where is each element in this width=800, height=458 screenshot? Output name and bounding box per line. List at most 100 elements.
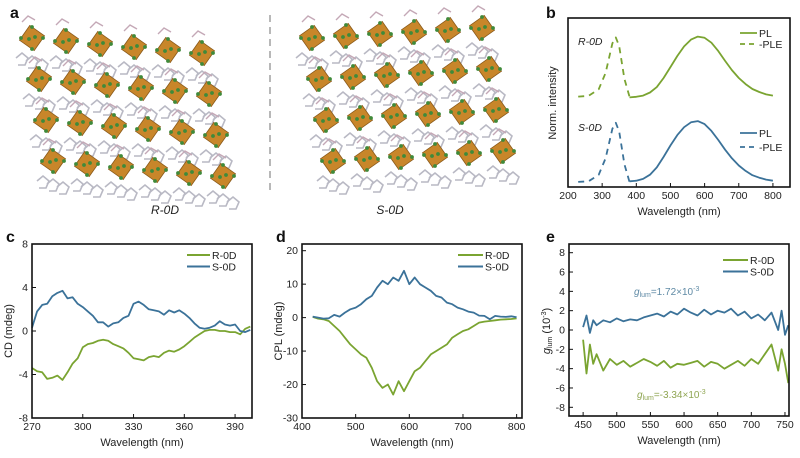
halide-atom (232, 174, 236, 178)
organic-cation (83, 57, 97, 72)
halide-atom (320, 159, 324, 163)
octahedron (380, 102, 408, 130)
halide-atom (395, 113, 399, 117)
x-tick-label: 360 (176, 421, 194, 433)
octahedron (73, 150, 101, 178)
y-tick-label: 8 (22, 239, 28, 251)
e-ylabel-close: ) (541, 308, 553, 312)
e-ylabel-symbol: g (541, 347, 553, 354)
halide-atom (153, 157, 157, 161)
organic-cation (90, 98, 104, 113)
octahedron (127, 74, 155, 102)
organic-cation (137, 106, 152, 114)
organic-cation (370, 88, 384, 103)
octahedron (448, 98, 476, 126)
halide-atom (214, 122, 218, 126)
halide-atom (203, 133, 207, 137)
halide-atom (71, 69, 75, 73)
crystal-structure-r-0d (15, 15, 240, 210)
organic-cation (56, 95, 70, 110)
organic-cation (62, 59, 77, 67)
octahedron (161, 77, 189, 105)
halide-atom (313, 118, 317, 122)
octahedron (86, 30, 114, 58)
organic-cation (192, 192, 206, 207)
halide-atom (358, 105, 362, 109)
octahedron (366, 20, 394, 48)
halide-atom (331, 170, 335, 174)
halide-atom (121, 45, 125, 49)
halide-atom (101, 41, 105, 45)
halide-atom (129, 46, 133, 50)
halide-atom (166, 59, 170, 63)
organic-cation (506, 170, 520, 185)
octahedron (168, 118, 196, 146)
halide-atom (470, 150, 474, 154)
octahedron (475, 55, 503, 83)
halide-atom (109, 42, 113, 46)
halide-atom (94, 83, 98, 87)
organic-cation (451, 89, 466, 97)
organic-cation (39, 136, 53, 151)
y-tick-label: 2 (559, 305, 565, 317)
halide-atom (378, 21, 382, 25)
panel-label-a: a (10, 5, 19, 22)
halide-atom (207, 81, 211, 85)
halide-atom (55, 118, 59, 122)
halide-atom (467, 140, 471, 144)
halide-atom (170, 90, 174, 94)
halide-atom (211, 51, 215, 55)
organic-cation (404, 176, 418, 191)
caption-s-0d: S-0D (376, 203, 404, 217)
halide-atom (26, 77, 30, 81)
organic-cation (63, 136, 77, 151)
halide-atom (469, 26, 473, 30)
halide-atom (491, 109, 495, 113)
octahedron (154, 36, 182, 64)
halide-atom (399, 144, 403, 148)
halide-atom (449, 110, 453, 114)
halide-atom (130, 165, 134, 169)
octahedron (387, 143, 415, 171)
b-annotation-s-0d: S-0D (578, 122, 602, 134)
organic-cation (380, 91, 394, 106)
halide-atom (37, 66, 41, 70)
organic-cation (130, 65, 145, 73)
halide-atom (173, 100, 177, 104)
halide-atom (333, 34, 337, 38)
halide-atom (314, 78, 318, 82)
octahedron (332, 22, 360, 50)
halide-atom (388, 155, 392, 159)
organic-cation (97, 139, 111, 154)
organic-cation (209, 151, 223, 166)
y-tick-label: 0 (292, 312, 298, 324)
halide-atom (62, 159, 66, 163)
halide-atom (381, 31, 385, 35)
halide-atom (374, 73, 378, 77)
organic-cation (93, 60, 107, 75)
organic-cation (308, 56, 323, 64)
organic-cation (76, 141, 91, 149)
legend-label: S-0D (485, 262, 509, 274)
organic-cation (100, 101, 114, 116)
panel-label-b: b (546, 5, 556, 22)
halide-atom (457, 28, 461, 32)
halide-atom (467, 162, 471, 166)
organic-cation (158, 104, 172, 119)
halide-atom (498, 67, 502, 71)
organic-cation (387, 132, 401, 147)
halide-atom (483, 108, 487, 112)
halide-atom (224, 173, 228, 177)
halide-atom (456, 151, 460, 155)
x-tick-label: 800 (764, 190, 782, 202)
x-tick-label: 600 (696, 190, 714, 202)
organic-cation (383, 93, 398, 101)
organic-cation (316, 174, 330, 189)
halide-atom (96, 162, 100, 166)
octahedron (298, 24, 326, 52)
organic-cation (73, 139, 87, 154)
halide-atom (368, 156, 372, 160)
halide-atom (433, 142, 437, 146)
series-line-s-0d (312, 269, 517, 321)
halide-atom (184, 172, 188, 176)
